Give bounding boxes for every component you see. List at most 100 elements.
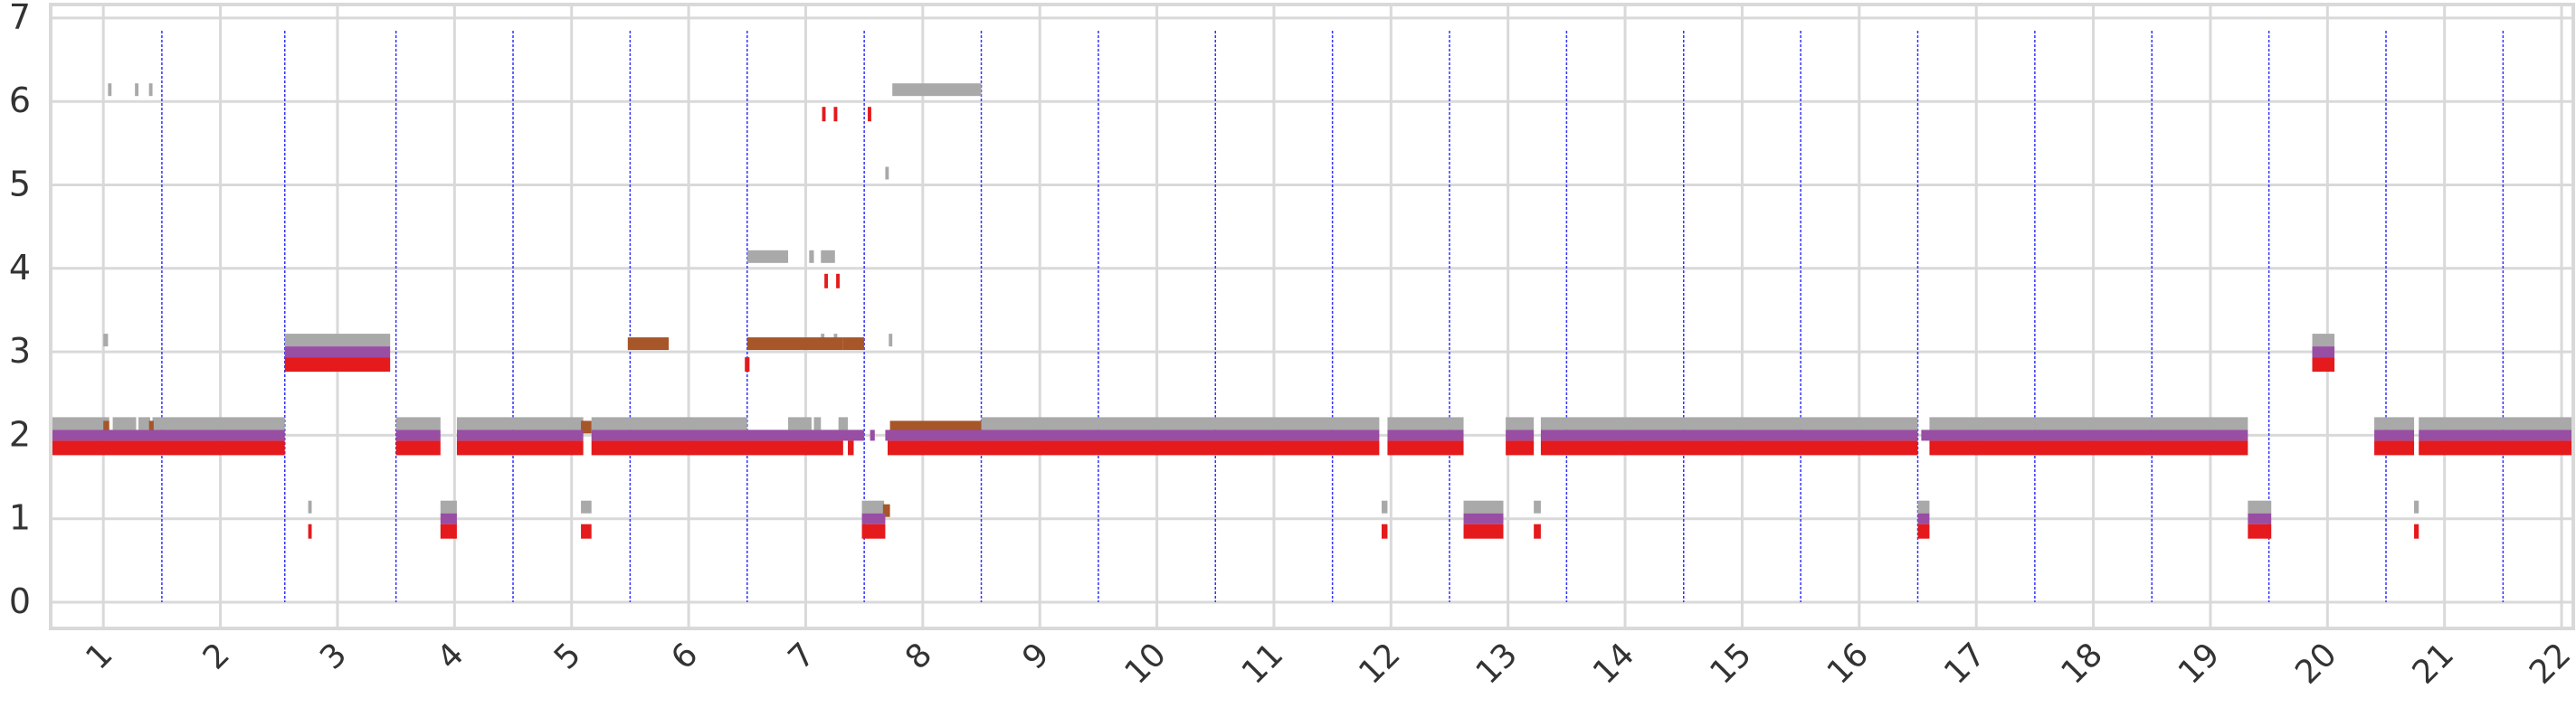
segment-purple xyxy=(1540,430,1918,441)
segment-gray xyxy=(591,417,747,430)
bar-segments xyxy=(51,83,2573,539)
segment-gray xyxy=(821,250,835,263)
segment-brown xyxy=(842,337,865,351)
segment-gray xyxy=(148,83,153,97)
segment-gray xyxy=(1463,500,1504,514)
segment-red xyxy=(591,440,843,456)
segment-red xyxy=(833,107,838,122)
segment-gray xyxy=(813,417,822,430)
segment-purple xyxy=(456,430,584,441)
segment-red xyxy=(1540,440,1918,456)
segment-gray xyxy=(440,500,457,514)
segment-purple xyxy=(1387,430,1464,441)
segment-brown xyxy=(882,504,890,517)
segment-gray xyxy=(1540,417,1918,430)
y-tick-label: 0 xyxy=(9,581,31,621)
segment-red xyxy=(2419,440,2573,456)
segment-gray xyxy=(152,417,285,430)
segment-purple xyxy=(2374,430,2415,441)
segment-gray xyxy=(1381,500,1388,514)
segment-red xyxy=(440,524,457,539)
segment-red xyxy=(848,440,854,456)
segment-gray xyxy=(395,417,441,430)
segment-gray xyxy=(2414,500,2419,514)
segment-gray xyxy=(889,334,893,347)
segment-brown xyxy=(581,420,592,434)
segment-red xyxy=(868,107,871,122)
segment-gray xyxy=(838,417,849,430)
segment-brown xyxy=(746,337,843,351)
segment-red xyxy=(1917,524,1930,539)
y-tick-labels: 0 1 2 3 4 5 6 7 xyxy=(9,0,31,621)
segment-red xyxy=(51,440,285,456)
y-tick-label: 3 xyxy=(9,331,31,371)
segment-red xyxy=(1929,440,2248,456)
segment-purple xyxy=(2248,513,2272,524)
segment-red xyxy=(284,357,391,373)
segment-gray xyxy=(108,83,112,97)
y-tick-label: 1 xyxy=(9,498,31,538)
boundary-lines xyxy=(161,31,2505,602)
segment-purple xyxy=(861,513,886,524)
segment-brown xyxy=(627,337,670,351)
segment-gray xyxy=(2374,417,2415,430)
segment-red xyxy=(2414,524,2419,539)
y-tick-label: 5 xyxy=(9,165,31,204)
segment-gray xyxy=(1506,417,1535,430)
segment-gray xyxy=(861,500,885,514)
segment-red xyxy=(861,524,886,539)
segment-red xyxy=(581,524,592,539)
segment-gray xyxy=(1917,500,1930,514)
segment-purple xyxy=(870,430,875,441)
segment-brown xyxy=(103,420,109,434)
segment-red xyxy=(1463,524,1504,539)
y-tick-label: 7 xyxy=(9,0,31,37)
segment-gray xyxy=(788,417,812,430)
segment-gray xyxy=(2419,417,2573,430)
segment-gray xyxy=(51,417,109,430)
segment-purple xyxy=(440,513,457,524)
segment-red xyxy=(1387,440,1464,456)
y-tick-label: 4 xyxy=(9,248,31,288)
segment-gray xyxy=(892,83,982,97)
segment-gray xyxy=(885,166,889,180)
segment-red xyxy=(745,357,750,373)
segment-red xyxy=(836,273,840,288)
segment-red xyxy=(2248,524,2272,539)
segment-purple xyxy=(284,346,391,358)
segment-gray xyxy=(1534,500,1541,514)
segment-gray xyxy=(1929,417,2248,430)
segment-purple xyxy=(1463,513,1504,524)
segment-red xyxy=(456,440,584,456)
segment-red xyxy=(822,107,826,122)
segment-gray xyxy=(135,83,139,97)
segment-red xyxy=(395,440,441,456)
y-tick-label: 2 xyxy=(9,414,31,454)
segment-gray xyxy=(2312,334,2335,347)
segment-red xyxy=(2374,440,2415,456)
segment-gray xyxy=(2248,500,2272,514)
segment-red xyxy=(1506,440,1535,456)
segment-red xyxy=(2312,357,2335,373)
segment-gray xyxy=(112,417,137,430)
segment-gray xyxy=(103,334,109,347)
segment-purple xyxy=(1506,430,1535,441)
segment-purple xyxy=(51,430,285,441)
segment-gray xyxy=(1387,417,1464,430)
segment-gray xyxy=(308,500,312,514)
segment-gray xyxy=(746,250,789,263)
segment-gray xyxy=(284,334,391,347)
segment-red xyxy=(1534,524,1541,539)
segment-brown xyxy=(148,420,154,434)
segment-gray xyxy=(981,417,1380,430)
segment-red xyxy=(1381,524,1388,539)
segment-purple xyxy=(591,430,865,441)
y-tick-label: 6 xyxy=(9,80,31,120)
segment-purple xyxy=(885,430,1380,441)
segment-red xyxy=(888,440,1380,456)
segment-purple xyxy=(395,430,441,441)
segment-gray xyxy=(809,250,814,263)
segment-red xyxy=(824,273,829,288)
